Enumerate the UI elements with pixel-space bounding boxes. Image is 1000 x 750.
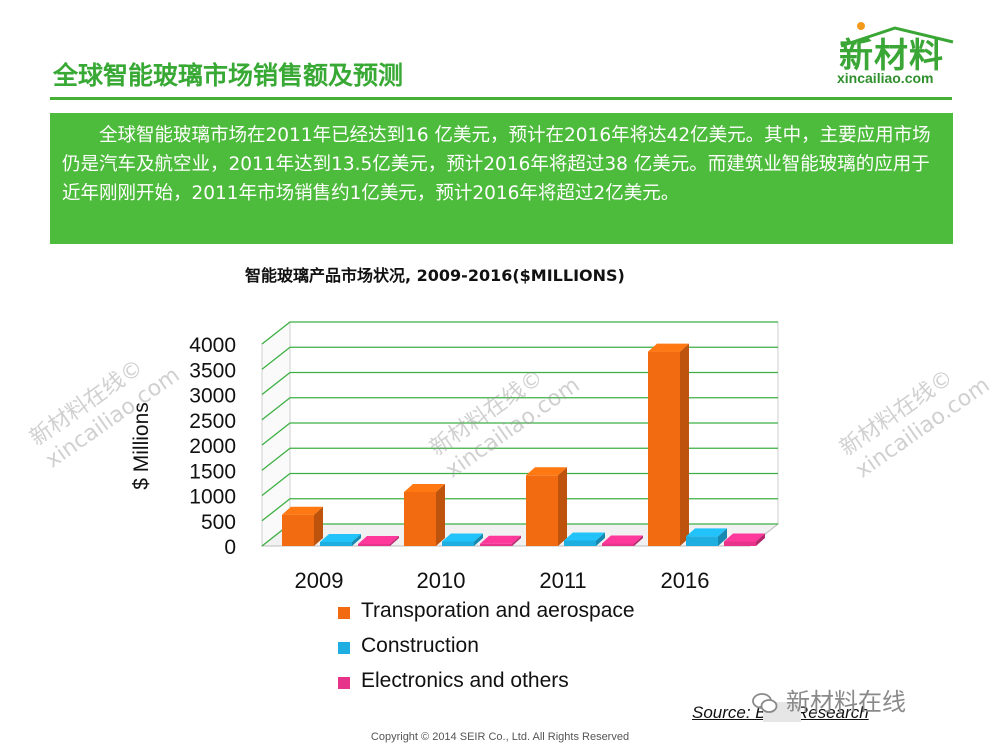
bar [526, 475, 558, 546]
logo-url: xincailiao.com [837, 70, 934, 86]
bar-top [526, 467, 567, 476]
bar-top [442, 533, 483, 542]
bar-side [474, 533, 483, 546]
bar [602, 543, 634, 546]
copyright: Copyright © 2014 SEIR Co., Ltd. All Righ… [370, 731, 630, 743]
y-tick-label: 0 [224, 536, 236, 559]
legend-swatch-electronics [338, 677, 350, 689]
y-tick-label: 2500 [189, 410, 236, 433]
bar-top [724, 533, 765, 542]
y-tick-label: 500 [201, 511, 236, 534]
x-tick-label: 2010 [417, 568, 466, 593]
chart-title: 智能玻璃产品市场状况, 2009-2016($MILLIONS) [245, 266, 625, 285]
bar-side [512, 535, 521, 546]
wechat-watermark: 新材料在线 [752, 682, 906, 717]
bar [564, 540, 596, 546]
y-tick-label: 3000 [189, 385, 236, 408]
legend-label: Construction [361, 634, 479, 657]
gridline [261, 498, 778, 522]
bar-top [282, 506, 323, 515]
bar-top [686, 528, 727, 537]
bar-side [314, 506, 323, 546]
gridline [261, 422, 778, 446]
x-tick-label: 2016 [661, 568, 710, 593]
bar-side [558, 467, 567, 546]
legend-label: Electronics and others [361, 669, 569, 692]
legend-swatch-construction [338, 642, 350, 654]
y-axis-label: $ Millions [130, 402, 153, 490]
y-tick-label: 3500 [189, 359, 236, 382]
bar-top [564, 532, 605, 541]
bar [358, 543, 390, 546]
bar [648, 351, 680, 546]
bar-top [602, 535, 643, 544]
bar-top [480, 535, 521, 544]
gridline [261, 371, 778, 396]
gridline [261, 321, 778, 345]
x-tick-label: 2009 [295, 568, 344, 593]
bar-side [680, 343, 689, 546]
y-tick-label: 4000 [189, 334, 236, 357]
gridline [261, 397, 778, 421]
bar [320, 541, 352, 546]
slide-title: 全球智能玻璃市场销售额及预测 [53, 61, 404, 90]
gridline [261, 346, 778, 370]
y-tick-label: 2000 [189, 435, 236, 458]
gridline [261, 472, 778, 497]
bar-top [648, 343, 689, 352]
bar-side [756, 533, 765, 546]
legend-swatch-transportation [338, 607, 350, 619]
x-tick-label: 2011 [539, 568, 586, 593]
bar-top [404, 483, 445, 492]
bar-side [352, 533, 361, 546]
bar-top [320, 533, 361, 542]
logo-wordmark: 新材料 [839, 36, 944, 76]
bar-side [634, 535, 643, 546]
bar [686, 536, 718, 546]
bar [282, 514, 314, 546]
brand-logo: 新材料 xincailiao.com [835, 20, 965, 92]
bar-top [358, 535, 399, 544]
summary-box: 全球智能玻璃市场在2011年已经达到16 亿美元，预计在2016年将达42亿美元… [50, 113, 953, 244]
bar-side [718, 528, 727, 546]
summary-text: 全球智能玻璃市场在2011年已经达到16 亿美元，预计在2016年将达42亿美元… [62, 125, 931, 204]
legend-label: Transporation and aerospace [361, 599, 635, 622]
bar-side [436, 483, 445, 546]
bar-side [390, 535, 399, 546]
title-divider [50, 97, 952, 100]
logo-roof-icon [840, 22, 954, 48]
wechat-icon [752, 693, 778, 713]
bar [724, 541, 756, 546]
y-tick-label: 1000 [189, 486, 236, 509]
wechat-label: 新材料在线 [786, 688, 906, 716]
bar [442, 541, 474, 546]
bar [480, 543, 512, 546]
bar-side [596, 532, 605, 546]
gridline [261, 447, 778, 471]
bar [404, 491, 436, 546]
y-tick-label: 1500 [189, 460, 236, 483]
